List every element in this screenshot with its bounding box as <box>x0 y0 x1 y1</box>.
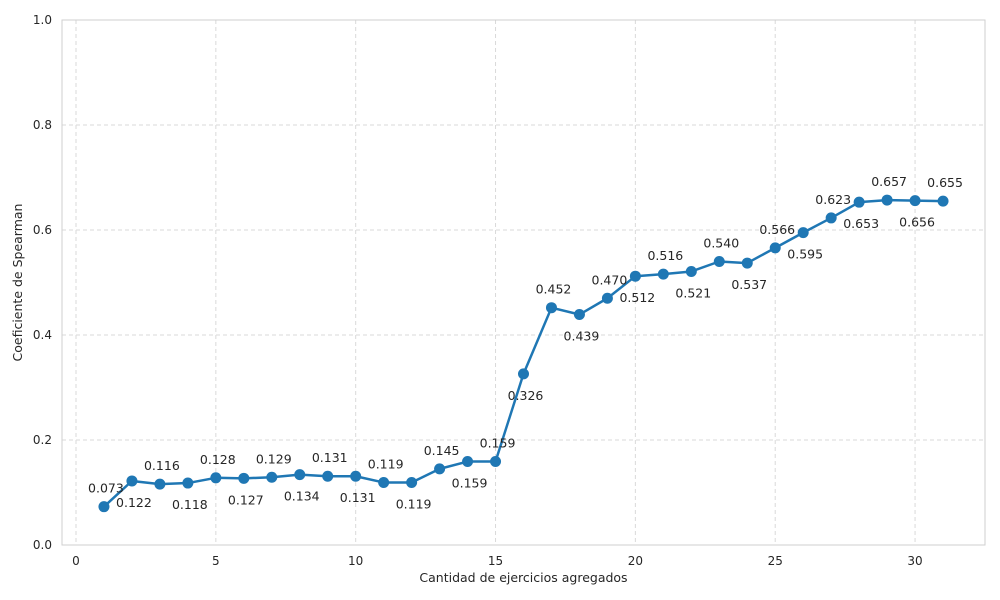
data-label: 0.452 <box>536 282 572 297</box>
data-label: 0.073 <box>88 481 124 496</box>
data-label: 0.159 <box>452 476 488 491</box>
data-point <box>350 470 362 482</box>
x-tick-label: 30 <box>907 554 922 568</box>
y-tick-label: 1.0 <box>33 13 52 27</box>
plot-area-frame <box>61 19 986 546</box>
data-point <box>629 270 641 282</box>
x-axis-title: Cantidad de ejercicios agregados <box>419 570 627 585</box>
data-point <box>937 195 949 207</box>
data-label: 0.145 <box>424 443 460 458</box>
data-label: 0.521 <box>675 285 711 300</box>
data-point <box>545 302 557 314</box>
y-tick-label: 0.2 <box>33 433 52 447</box>
data-label: 0.326 <box>508 388 544 403</box>
data-label: 0.537 <box>731 277 767 292</box>
data-label: 0.540 <box>703 236 739 251</box>
data-label: 0.131 <box>340 490 376 505</box>
data-point <box>378 477 390 489</box>
data-label: 0.516 <box>647 248 683 263</box>
data-point <box>601 292 613 304</box>
data-label: 0.118 <box>172 497 208 512</box>
data-point <box>462 456 474 468</box>
data-point <box>126 475 138 487</box>
x-tick-label: 5 <box>212 554 220 568</box>
data-label: 0.512 <box>619 290 655 305</box>
data-point <box>769 242 781 254</box>
data-label: 0.134 <box>284 489 320 504</box>
data-point <box>238 472 250 484</box>
x-axis-ticks: 0 5 10 15 20 25 30 <box>72 554 923 568</box>
data-label: 0.122 <box>116 495 152 510</box>
data-label: 0.655 <box>927 175 963 190</box>
data-label: 0.653 <box>843 216 879 231</box>
x-tick-label: 15 <box>488 554 503 568</box>
y-axis-title: Coeficiente de Spearman <box>10 204 25 362</box>
data-point <box>210 472 222 484</box>
data-point <box>154 478 166 490</box>
data-point <box>98 501 110 513</box>
data-label: 0.439 <box>564 329 600 344</box>
data-point <box>657 268 669 280</box>
data-point <box>825 212 837 224</box>
data-label: 0.131 <box>312 450 348 465</box>
data-label: 0.657 <box>871 174 907 189</box>
data-point <box>490 456 502 468</box>
data-label: 0.566 <box>759 222 795 237</box>
y-axis-ticks: 0.0 0.2 0.4 0.6 0.8 1.0 <box>33 13 52 552</box>
x-tick-label: 10 <box>348 554 363 568</box>
data-point <box>434 463 446 475</box>
data-point <box>909 195 921 207</box>
data-label: 0.595 <box>787 247 823 262</box>
x-tick-label: 0 <box>72 554 80 568</box>
data-point <box>881 194 893 206</box>
data-label: 0.128 <box>200 452 236 467</box>
y-tick-label: 0.0 <box>33 538 52 552</box>
data-label: 0.129 <box>256 451 292 466</box>
data-point <box>573 309 585 321</box>
data-point <box>322 470 334 482</box>
data-label: 0.119 <box>368 457 404 472</box>
data-point <box>853 196 865 208</box>
data-points <box>98 194 949 513</box>
data-point <box>797 227 809 239</box>
x-tick-label: 25 <box>768 554 783 568</box>
data-label: 0.119 <box>396 497 432 512</box>
data-point <box>294 469 306 481</box>
data-label: 0.656 <box>899 215 935 230</box>
data-point <box>182 477 194 489</box>
data-point <box>406 477 418 489</box>
grid <box>62 19 985 546</box>
data-label: 0.623 <box>815 192 851 207</box>
data-point <box>685 265 697 277</box>
y-tick-label: 0.8 <box>33 118 52 132</box>
data-point <box>713 256 725 267</box>
x-tick-label: 20 <box>628 554 643 568</box>
data-label: 0.159 <box>480 436 516 451</box>
data-label: 0.116 <box>144 458 180 473</box>
data-point <box>266 471 278 483</box>
y-tick-label: 0.4 <box>33 328 52 342</box>
data-label: 0.127 <box>228 492 264 507</box>
data-point <box>741 257 753 269</box>
data-label: 0.470 <box>592 272 628 287</box>
data-point <box>518 368 529 380</box>
y-tick-label: 0.6 <box>33 223 52 237</box>
